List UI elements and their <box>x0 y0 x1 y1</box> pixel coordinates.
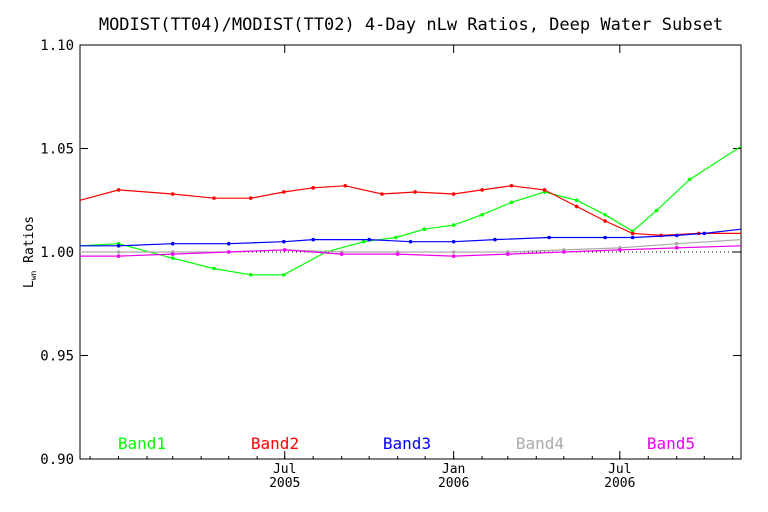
data-point <box>116 250 121 254</box>
data-point <box>562 250 566 254</box>
data-point <box>408 239 413 244</box>
data-point <box>630 235 635 240</box>
data-point <box>630 231 635 236</box>
data-point <box>542 188 547 192</box>
data-point <box>170 256 175 261</box>
data-point <box>547 235 551 240</box>
data-point <box>702 231 707 236</box>
data-point <box>282 272 286 277</box>
data-point <box>339 252 344 256</box>
series-band1 <box>79 145 742 277</box>
data-point <box>394 235 398 240</box>
data-point <box>451 192 456 196</box>
data-point <box>343 183 348 188</box>
x-tick-label-month: Jul <box>273 462 296 477</box>
data-point <box>212 196 216 200</box>
data-point <box>574 204 579 209</box>
data-point <box>116 254 121 258</box>
y-tick-label: 1.00 <box>40 245 74 261</box>
data-point <box>282 248 287 252</box>
axes-layer: 0.900.951.001.051.10Jul2005Jan2006Jul200… <box>40 38 741 491</box>
legend: Band1 Band2 Band3 Band4 Band5 <box>118 434 695 453</box>
data-point <box>248 272 253 277</box>
data-point <box>170 252 175 256</box>
data-point <box>248 196 253 200</box>
y-axis-label: Lwn Ratios <box>22 216 38 288</box>
data-point <box>395 252 400 256</box>
y-tick-label: 1.05 <box>40 142 74 158</box>
data-point <box>674 241 679 246</box>
data-point <box>654 208 659 213</box>
data-point <box>282 190 286 194</box>
x-tick-label-year: 2006 <box>438 476 469 491</box>
data-point <box>226 241 231 246</box>
series-band3 <box>80 228 742 248</box>
y-tick-label: 1.10 <box>40 38 74 54</box>
data-point <box>603 235 607 240</box>
series-line-band5 <box>80 245 742 257</box>
series-line-band1 <box>79 145 742 276</box>
legend-item-band5: Band5 <box>647 434 695 453</box>
data-point <box>451 254 456 258</box>
data-point <box>451 250 456 254</box>
data-point <box>422 227 427 232</box>
data-point <box>380 192 384 196</box>
chart-title: MODIST(TT04)/MODIST(TT02) 4-Day nLw Rati… <box>99 15 723 35</box>
data-point <box>480 212 484 217</box>
series-band2 <box>79 183 741 238</box>
series-line-band3 <box>80 228 742 247</box>
y-axis-label-subscript: wn <box>29 270 38 280</box>
data-point <box>603 212 607 217</box>
x-tick-label-month: Jul <box>608 462 631 477</box>
series-band5 <box>80 245 742 258</box>
data-point <box>361 239 366 244</box>
x-tick-label-year: 2005 <box>269 476 300 491</box>
x-tick-label-year: 2006 <box>604 476 635 491</box>
data-point <box>618 248 622 252</box>
legend-item-band2: Band2 <box>251 434 299 453</box>
legend-item-band4: Band4 <box>516 434 564 453</box>
series-layer <box>79 145 742 277</box>
y-tick-label: 0.90 <box>40 452 74 468</box>
data-point <box>170 241 175 246</box>
data-point <box>116 243 121 248</box>
x-tick-label-month: Jan <box>442 462 465 477</box>
data-point <box>509 200 514 205</box>
data-point <box>574 198 579 203</box>
data-point <box>506 252 510 256</box>
data-point <box>493 237 497 242</box>
data-point <box>367 237 371 242</box>
data-point <box>413 190 417 194</box>
data-point <box>480 188 484 192</box>
data-point <box>451 223 456 227</box>
data-point <box>687 177 692 182</box>
data-point <box>311 186 315 190</box>
data-point <box>226 250 231 254</box>
y-axis-label-main: L <box>22 280 37 288</box>
data-point <box>674 233 679 238</box>
data-point <box>170 192 175 196</box>
data-point <box>212 266 216 271</box>
data-point <box>603 219 607 223</box>
data-point <box>282 239 286 244</box>
data-point <box>311 237 315 242</box>
y-tick-label: 0.95 <box>40 349 74 365</box>
series-line-band2 <box>79 185 741 237</box>
legend-item-band3: Band3 <box>383 434 431 453</box>
data-point <box>674 246 679 250</box>
data-point <box>451 239 456 244</box>
legend-item-band1: Band1 <box>118 434 166 453</box>
data-point <box>509 183 514 188</box>
data-point <box>116 188 121 192</box>
y-axis-label-rest: Ratios <box>22 216 37 271</box>
